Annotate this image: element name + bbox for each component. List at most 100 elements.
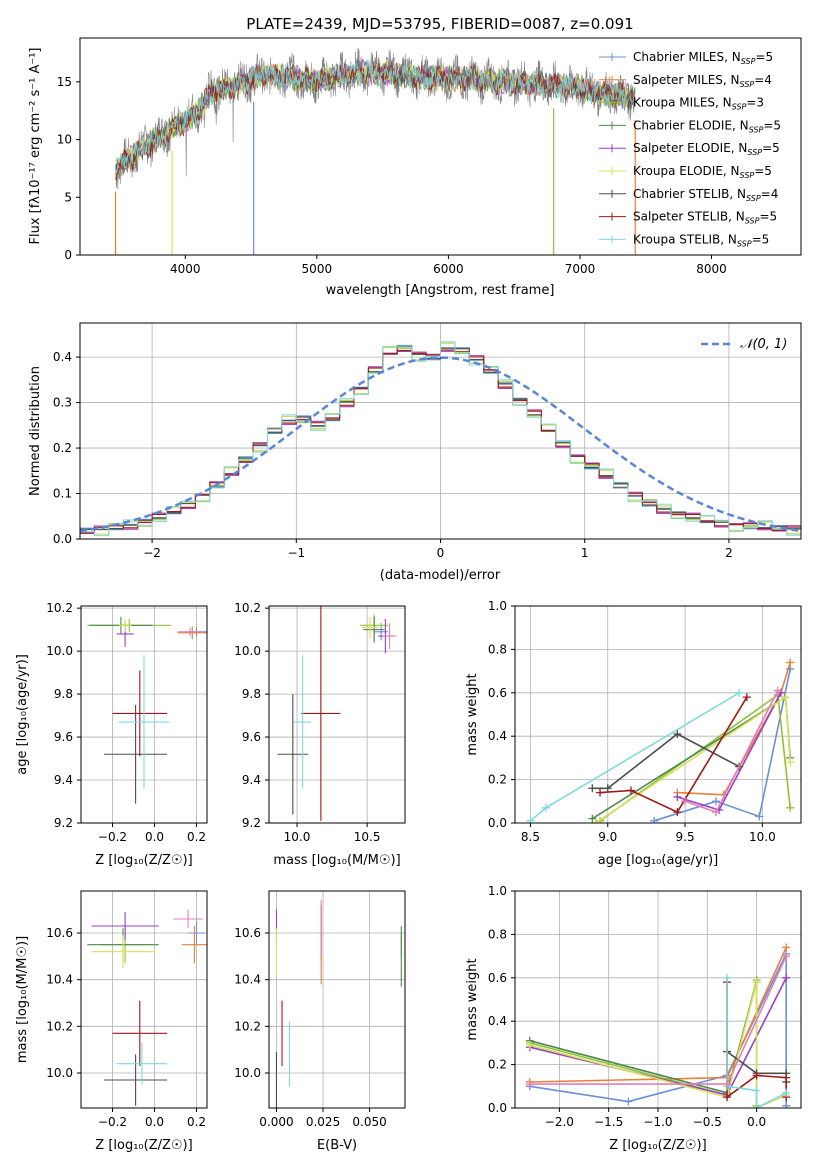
ytick-label: 10.2 [46,601,73,615]
xtick-label: −0.2 [98,830,127,844]
series-line [677,662,791,796]
ytick-label: 0.8 [488,927,507,941]
series-marker [782,1073,791,1082]
series-marker [650,816,659,823]
histogram-ytick-label: 0.1 [53,487,72,501]
series-marker [752,1104,761,1108]
ytick-label: 10.4 [234,973,261,987]
legend-label: Chabrier STELIB, NSSP=4 [633,187,778,203]
series-marker [752,1071,761,1080]
ytick-label: 0.6 [488,686,507,700]
legend-label: Salpeter MILES, NSSP=4 [633,73,772,89]
data-layer [275,900,402,1108]
spectrum-ytick-label: 15 [57,75,72,89]
spectrum-xtick-label: 5000 [302,262,333,276]
spectrum-legend: Chabrier MILES, NSSP=5 Salpeter MILES, NS… [599,50,781,248]
series-marker [786,803,795,812]
spectrum-frame [79,37,802,256]
series-marker [752,978,761,987]
histogram-ytick-label: 0.3 [53,396,72,410]
series-marker [786,758,795,767]
ytick-label: 9.2 [54,816,73,830]
panel-ylabel: age [log₁₀(age/yr)] [15,654,30,775]
histogram-frame [79,322,802,540]
xtick-label: −0.5 [693,1115,722,1129]
series-marker [782,1101,791,1108]
ytick-label: 0.4 [488,729,507,743]
data-layer [277,606,397,821]
spectrum-ytick-label: 10 [57,133,72,147]
histogram-xtick-label: 0 [437,546,445,560]
panel-age_vs_mass: 10.0 10.5 9.2 9.4 9.6 9.8 10.0 10.2 mass [log₁₀(… [234,601,406,868]
ytick-label: 10.0 [234,1066,261,1080]
spectrum-xtick-label: 8000 [696,262,727,276]
series-marker [673,792,682,801]
legend-label: Salpeter ELODIE, NSSP=5 [633,141,780,157]
histogram-legend: 𝒩(0, 1) [701,337,787,352]
panel-frame [268,605,406,824]
ytick-label: 0.2 [488,1058,507,1072]
series-marker [752,1086,761,1095]
ytick-label: 9.6 [242,730,261,744]
panel-age_vs_Z: −0.2 0.0 0.2 9.2 9.4 9.6 9.8 10.0 10.2 Z [log₁₀(Z… [15,601,208,868]
ytick-label: 9.8 [54,687,73,701]
series-marker [673,730,682,739]
ytick-label: 9.2 [242,816,261,830]
series-marker [588,814,597,823]
histogram-ytick-label: 0.2 [53,441,72,455]
legend-label: Kroupa STELIB, NSSP=5 [633,232,769,248]
legend-label: Chabrier MILES, NSSP=5 [633,50,773,66]
xtick-label: 0.2 [187,830,206,844]
series-marker [773,686,782,695]
spectrum-model-line [115,59,636,174]
histogram-ytick-label: 0.4 [53,350,72,364]
panel-massweight_vs_age: 8.5 9.0 9.5 10.0 0.0 0.2 0.4 0.6 0.8 1.0 age [log₁… [465,599,802,868]
xtick-label: 8.5 [521,830,540,844]
ytick-label: 10.6 [46,926,73,940]
series-marker [755,812,764,821]
data-layer [87,616,207,804]
ytick-label: 9.4 [54,773,73,787]
xtick-label: 10.5 [354,830,381,844]
ytick-label: 0.0 [488,1101,507,1115]
panel-massweight_vs_Z: −2.0 −1.5 −1.0 −0.5 0.0 0.0 0.2 0.4 0.6 0.8 1.0 Z [… [465,884,802,1153]
figure-title: PLATE=2439, MJD=53795, FIBERID=0087, z=0… [246,15,633,33]
ytick-label: 1.0 [488,884,507,898]
panel-mass_vs_Z: −0.2 0.0 0.2 10.0 10.2 10.4 10.6 Z [log₁₀(Z/Z☉)… [15,890,208,1153]
ytick-label: 10.2 [234,601,261,615]
histogram-series-step [79,341,801,539]
series-marker [525,1080,534,1089]
xtick-label: 10.0 [284,830,311,844]
histogram-xtick-label: −2 [143,546,161,560]
legend-label: Chabrier ELODIE, NSSP=5 [633,118,781,134]
spectrum-panel: 4000 5000 6000 7000 8000 0 5 10 15 Chabrier MILE… [28,37,802,298]
series-marker [624,1097,633,1106]
data-layer [525,943,791,1108]
panel-frame [268,890,406,1109]
ytick-label: 0.8 [488,642,507,656]
ytick-label: 10.2 [46,1019,73,1033]
data-layer [526,658,795,823]
xtick-label: −1.0 [643,1115,672,1129]
legend-label: Kroupa ELODIE, NSSP=5 [633,164,772,180]
series-marker [525,1041,534,1050]
series-marker [588,784,597,793]
series-marker [735,688,744,697]
series-marker [723,973,732,982]
panel-xlabel: Z [log₁₀(Z/Z☉)] [95,853,192,868]
series-marker [526,816,535,823]
ytick-label: 9.8 [242,687,261,701]
ytick-label: 0.4 [488,1014,507,1028]
xtick-label: 10.0 [749,830,776,844]
panel-xlabel: mass [log₁₀(M/M☉)] [273,853,400,868]
series-marker [782,973,791,982]
ytick-label: 1.0 [488,599,507,613]
series-marker [781,693,790,702]
spectrum-xlabel: wavelength [Angstrom, rest frame] [326,283,555,298]
series-marker [782,1088,791,1097]
ytick-label: 0.6 [488,971,507,985]
spectrum-ytick-label: 0 [64,248,72,262]
panel-xlabel: Z [log₁₀(Z/Z☉)] [95,1138,192,1153]
spectrum-xtick-label: 6000 [433,262,464,276]
ytick-label: 10.2 [234,1019,261,1033]
